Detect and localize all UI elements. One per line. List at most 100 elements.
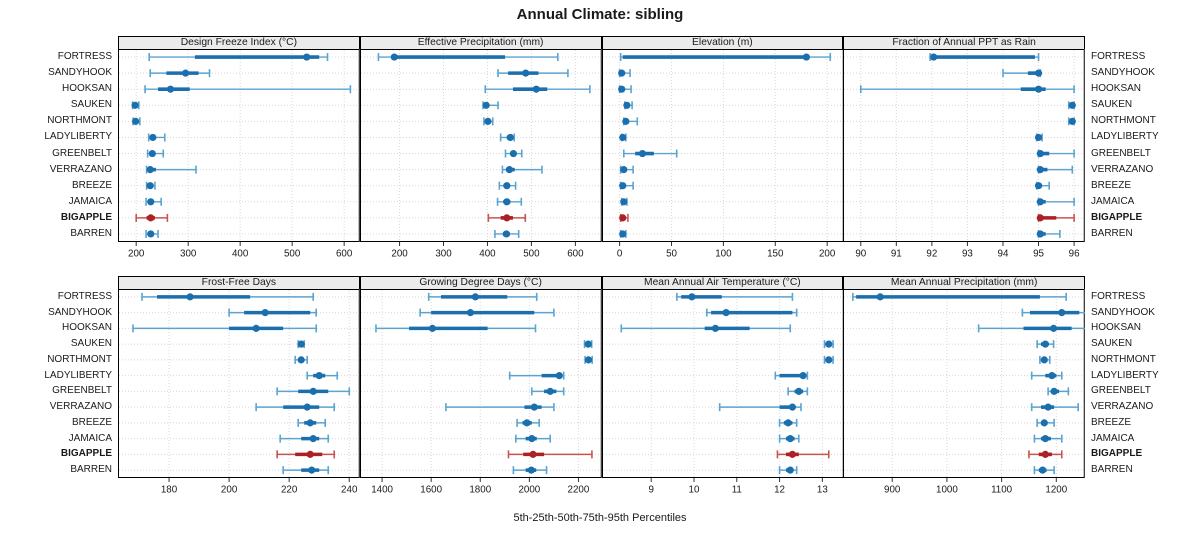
station-label-left: SANDYHOOK xyxy=(48,67,112,79)
median-dot xyxy=(1039,466,1047,474)
median-dot xyxy=(315,372,323,380)
median-dot xyxy=(799,372,807,380)
station-label-left: BIGAPPLE xyxy=(60,211,112,223)
median-dot xyxy=(523,419,531,427)
station-label-right: NORTHMONT xyxy=(1091,353,1156,365)
x-tick-label: 500 xyxy=(523,249,540,260)
median-dot xyxy=(466,309,474,317)
station-label-right: JAMAICA xyxy=(1091,195,1135,207)
series-verrazano xyxy=(501,165,543,174)
median-dot xyxy=(618,182,626,190)
x-tick-label: 1600 xyxy=(420,485,442,496)
series-breeze xyxy=(778,418,797,427)
median-dot xyxy=(555,372,563,380)
median-dot xyxy=(147,230,155,238)
median-dot xyxy=(1036,198,1045,206)
median-dot xyxy=(309,435,317,443)
series-breeze xyxy=(498,181,517,190)
x-tick-label: 200 xyxy=(221,485,238,496)
median-dot xyxy=(186,293,194,301)
x-tick-label: 10 xyxy=(688,485,699,496)
median-dot xyxy=(1040,419,1049,427)
median-dot xyxy=(261,309,269,317)
median-dot xyxy=(622,101,631,109)
series-verrazano xyxy=(255,403,336,412)
station-label-left: NORTHMONT xyxy=(47,353,112,365)
series-fortress xyxy=(141,292,315,301)
station-label-right: GREENBELT xyxy=(1091,147,1151,159)
median-dot xyxy=(1036,230,1045,238)
station-label-left: LADYLIBERTY xyxy=(44,131,112,143)
panel-strip-title: Fraction of Annual PPT as Rain xyxy=(843,36,1085,49)
series-sandyhook xyxy=(496,69,569,78)
series-sauken xyxy=(823,340,834,349)
series-fortress xyxy=(929,53,1040,62)
series-sauken xyxy=(622,101,633,110)
x-tick-label: 220 xyxy=(281,485,298,496)
series-jamaica xyxy=(496,197,522,206)
station-label-left: VERRAZANO xyxy=(49,163,112,175)
panel-frost-free-days: Frost-Free Days 180 200 220 240 xyxy=(118,276,360,496)
median-dot xyxy=(546,387,554,395)
series-sauken xyxy=(297,340,305,349)
median-dot xyxy=(309,387,317,395)
station-label-right: JAMAICA xyxy=(1091,432,1135,444)
series-fortress xyxy=(852,292,1068,301)
x-tick-label: 1400 xyxy=(371,485,393,496)
station-label-right: BREEZE xyxy=(1091,179,1132,191)
median-dot xyxy=(1035,85,1043,93)
series-sandyhook xyxy=(617,69,631,78)
series-greenbelt xyxy=(504,149,523,158)
x-axis: 900 1000 1100 1200 xyxy=(884,478,1068,496)
median-dot xyxy=(1036,214,1045,222)
series-bigapple xyxy=(487,213,526,222)
series-bigapple xyxy=(507,450,593,459)
station-label-right: VERRAZANO xyxy=(1091,163,1154,175)
series-jamaica xyxy=(778,434,800,443)
median-dot xyxy=(532,85,540,93)
x-tick-label: 400 xyxy=(232,249,249,260)
panel-plot: 900 1000 1100 1200 xyxy=(843,289,1085,496)
median-dot xyxy=(788,403,796,411)
median-dot xyxy=(584,340,592,348)
series-greenbelt xyxy=(786,387,808,396)
median-dot xyxy=(148,149,156,158)
station-label-left: FORTRESS xyxy=(57,290,112,302)
median-dot xyxy=(506,133,514,142)
median-dot xyxy=(502,230,510,238)
median-dot xyxy=(617,85,625,93)
series-northmont xyxy=(621,117,638,126)
gridlines xyxy=(602,50,843,241)
median-dot xyxy=(308,466,316,474)
panel-plot: 0 50 100 150 200 xyxy=(601,49,844,260)
x-tick-label: 900 xyxy=(884,485,901,496)
median-dot xyxy=(509,149,517,158)
panel-strip-title: Growing Degree Days (°C) xyxy=(359,276,602,289)
station-label-left: BARREN xyxy=(70,464,112,476)
series-verrazano xyxy=(1036,165,1074,174)
x-axis: 1400 1600 1800 2000 2200 xyxy=(371,478,590,496)
x-tick-label: 200 xyxy=(391,249,408,260)
panel-effective-precipitation: Effective Precipitation (mm) 200 300 400 50… xyxy=(359,36,602,260)
median-dot xyxy=(484,117,492,125)
panel-mean-annual-air-temperature: Mean Annual Air Temperature (°C) 9 10 11 12… xyxy=(601,276,844,496)
series-sandyhook xyxy=(1021,308,1085,317)
median-dot xyxy=(1036,149,1045,158)
x-axis: 200 300 400 500 600 xyxy=(128,242,353,260)
median-dot xyxy=(1040,356,1049,364)
series-bigapple xyxy=(776,450,830,459)
median-dot xyxy=(786,466,794,474)
station-label-left: JAMAICA xyxy=(68,195,112,207)
series-fortress xyxy=(675,292,793,301)
series-sandyhook xyxy=(149,69,211,78)
panel-plot: 1400 1600 1800 2000 2200 xyxy=(359,289,602,496)
station-label-right: HOOKSAN xyxy=(1091,322,1142,334)
series-northmont xyxy=(482,117,494,126)
median-dot xyxy=(1036,166,1045,174)
station-label-right: FORTRESS xyxy=(1091,290,1146,302)
median-dot xyxy=(530,403,538,411)
median-dot xyxy=(132,117,140,125)
median-dot xyxy=(149,133,157,142)
median-dot xyxy=(131,101,139,109)
median-dot xyxy=(784,419,792,427)
